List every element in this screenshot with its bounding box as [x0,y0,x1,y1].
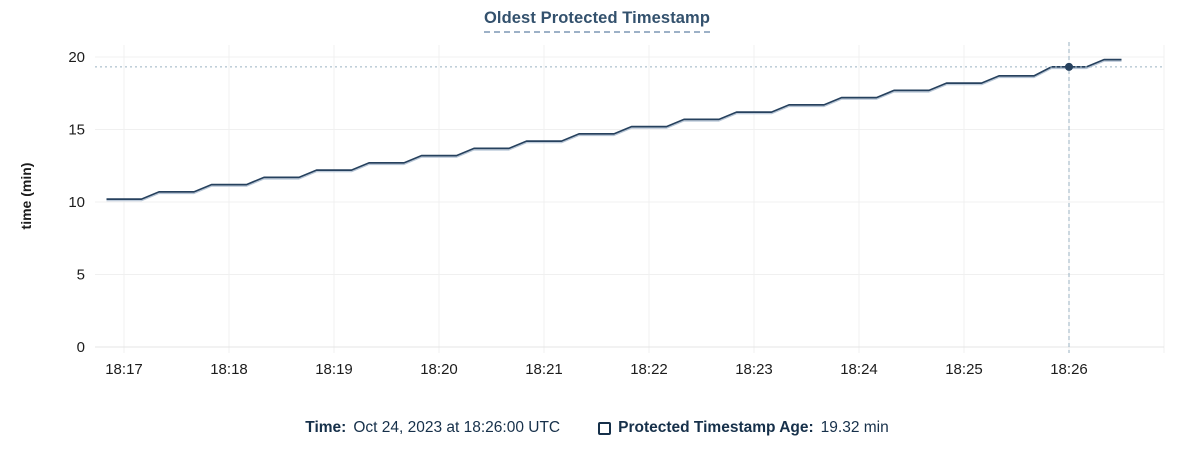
chart-title[interactable]: Oldest Protected Timestamp [483,9,711,33]
series-checkbox[interactable] [598,421,612,435]
chart-title-row: Oldest Protected Timestamp [0,9,1194,33]
legend-series-label: Protected Timestamp Age: [618,419,814,436]
x-tick-label: 18:20 [420,361,458,378]
x-tick-label: 18:24 [840,361,878,378]
x-tick-label: 18:17 [105,361,143,378]
x-tick-label: 18:25 [945,361,983,378]
legend-time-label: Time: [305,419,347,436]
legend-series-toggle[interactable]: Protected Timestamp Age: 19.32 min [598,419,889,437]
x-tick-label: 18:18 [210,361,248,378]
y-axis-label: time (min) [18,163,34,230]
hover-data-point [1065,62,1073,71]
series-line-protected-timestamp-age [106,58,1122,200]
y-tick-label: 15 [68,122,85,139]
x-tick-label: 18:23 [735,361,773,378]
gridlines [95,45,1165,353]
x-tick-label: 18:19 [315,361,353,378]
series-line-shadow [106,60,1122,202]
axis-tick-labels: 18:17 18:18 18:19 18:20 18:21 18:22 18:23 18:24… [68,49,1087,378]
y-tick-label: 10 [68,194,85,211]
chart-legend: Time: Oct 24, 2023 at 18:26:00 UTC Prote… [0,419,1194,437]
y-tick-label: 5 [77,267,85,284]
x-tick-label: 18:26 [1050,361,1088,378]
legend-time-value: Oct 24, 2023 at 18:26:00 UTC [353,419,561,436]
legend-series-value: 19.32 min [820,419,889,436]
x-tick-label: 18:22 [630,361,668,378]
y-tick-label: 0 [77,339,85,356]
y-tick-label: 20 [68,49,85,66]
legend-time: Time: Oct 24, 2023 at 18:26:00 UTC [305,419,560,437]
x-tick-label: 18:21 [525,361,563,378]
